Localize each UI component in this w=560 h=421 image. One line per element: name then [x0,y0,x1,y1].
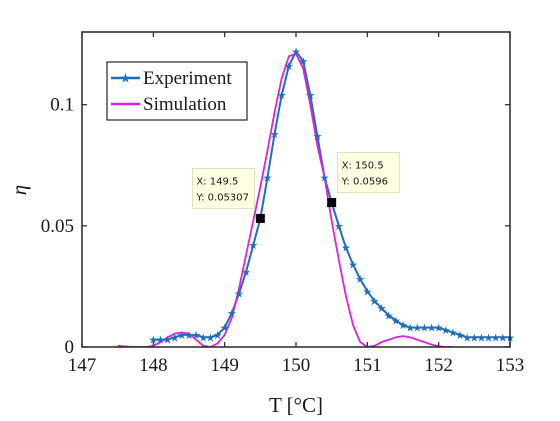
data-point-experiment: ★ [170,331,180,344]
legend-label-experiment: Experiment [143,68,232,89]
data-point-experiment: ★ [241,266,251,279]
x-tick-label: 151 [353,355,382,376]
data-point-experiment: ★ [348,259,358,272]
data-point-experiment: ★ [220,322,230,335]
data-point-experiment: ★ [355,273,365,286]
y-tick-label: 0.05 [41,216,74,237]
data-point-experiment: ★ [384,310,394,323]
data-point-experiment: ★ [191,329,201,342]
data-point-experiment: ★ [498,331,508,344]
y-tick-label: 0.1 [50,95,74,116]
data-point-experiment: ★ [227,307,237,320]
data-point-experiment: ★ [270,128,280,141]
x-tick-label: 148 [139,355,168,376]
legend: ★ Experiment Simulation [106,61,248,121]
x-tick-label: 149 [210,355,239,376]
data-point-experiment: ★ [305,89,315,102]
data-point-experiment: ★ [419,322,429,335]
y-axis-label: η [7,185,31,195]
data-point-experiment: ★ [291,45,301,58]
x-tick-label: 153 [496,355,525,376]
datatip-x-text: X: 150.5 [342,161,384,172]
data-point-experiment: ★ [298,55,308,68]
data-point-experiment: ★ [184,329,194,342]
data-point-experiment: ★ [213,329,223,342]
data-point-experiment: ★ [484,331,494,344]
data-point-experiment: ★ [441,324,451,337]
data-point-experiment: ★ [163,334,173,347]
datatip-marker[interactable] [255,213,265,223]
data-point-experiment: ★ [412,322,422,335]
data-point-experiment: ★ [234,288,244,301]
data-point-experiment: ★ [312,130,322,143]
data-point-experiment: ★ [284,60,294,73]
legend-label-simulation: Simulation [143,94,227,115]
data-point-experiment: ★ [477,331,487,344]
data-point-experiment: ★ [427,322,437,335]
plot-frame [81,31,511,348]
data-point-experiment: ★ [391,314,401,327]
datatip-y-text: Y: 0.05307 [195,192,249,203]
data-point-experiment: ★ [377,302,387,315]
data-point-experiment: ★ [448,326,458,339]
x-tick-label: 147 [68,355,97,376]
data-point-experiment: ★ [205,331,215,344]
datatip-layer: X: 149.5 Y: 0.05307 X: 150.5 Y: 0.0596 [191,152,401,223]
data-point-experiment: ★ [156,334,166,347]
data-point-experiment: ★ [405,322,415,335]
data-point-experiment: ★ [198,331,208,344]
datatip-y-text: Y: 0.0596 [341,177,388,188]
datatip-box [191,168,255,209]
data-point-experiment: ★ [362,285,372,298]
data-point-experiment: ★ [462,331,472,344]
y-tick-label: 0 [65,337,75,358]
data-point-experiment: ★ [277,89,287,102]
datatip-x-text: X: 149.5 [196,176,238,187]
data-point-experiment: ★ [370,295,380,308]
data-point-experiment: ★ [320,171,330,184]
data-point-experiment: ★ [341,242,351,255]
data-point-experiment: ★ [263,171,273,184]
data-point-experiment: ★ [398,319,408,332]
data-point-experiment: ★ [177,329,187,342]
legend-box [106,61,248,121]
datatip-marker[interactable] [327,198,337,208]
data-point-experiment: ★ [455,329,465,342]
series-line-simulation [117,52,453,347]
data-point-experiment: ★ [334,220,344,233]
data-point-experiment: ★ [434,322,444,335]
data-point-experiment: ★ [148,334,158,347]
data-point-experiment: ★ [491,331,501,344]
data-point-experiment: ★ [248,239,258,252]
datatip-box [337,152,401,193]
x-tick-label: 150 [282,355,311,376]
x-tick-label: 152 [424,355,453,376]
x-axis-label: T [°C] [269,393,323,417]
legend-marker-experiment: ★ [120,72,132,87]
data-point-experiment: ★ [469,331,479,344]
